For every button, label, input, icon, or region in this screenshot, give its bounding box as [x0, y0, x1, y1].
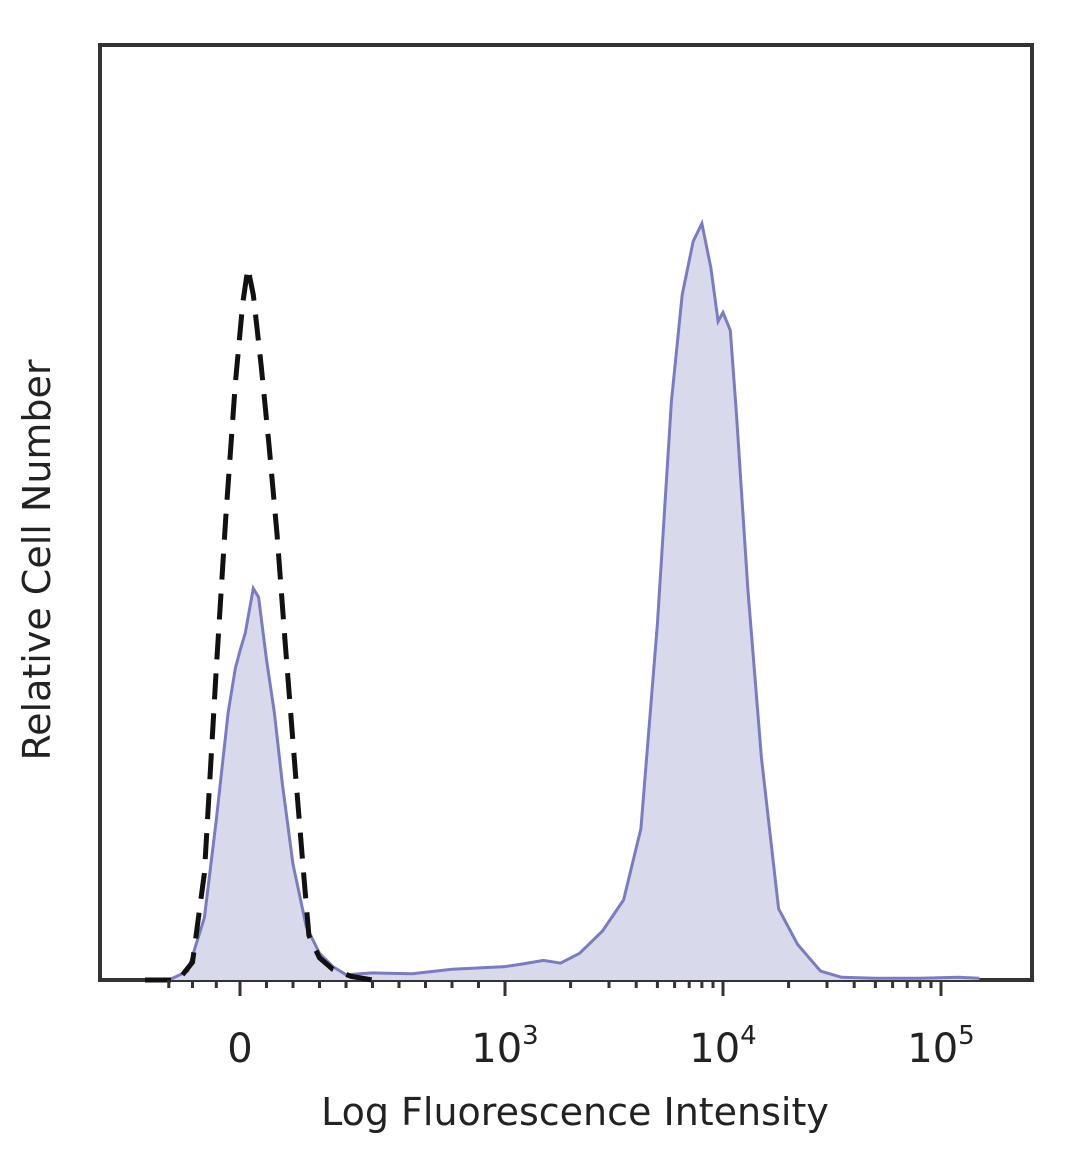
- x-tick-label: 0: [227, 1026, 252, 1072]
- filled-histogram-area: [145, 223, 980, 980]
- dashed-control-histogram: [145, 267, 373, 983]
- filled-histogram-outline: [145, 218, 980, 982]
- x-tick-label: 103: [471, 1021, 538, 1072]
- y-axis-title: Relative Cell Number: [15, 359, 59, 760]
- series-layer: [145, 218, 980, 983]
- x-axis-title: Log Fluorescence Intensity: [321, 1090, 829, 1134]
- x-tick-label: 105: [907, 1021, 974, 1072]
- x-axis-ticks: 0 103 104 105: [167, 980, 975, 1072]
- x-tick-label: 104: [689, 1021, 756, 1072]
